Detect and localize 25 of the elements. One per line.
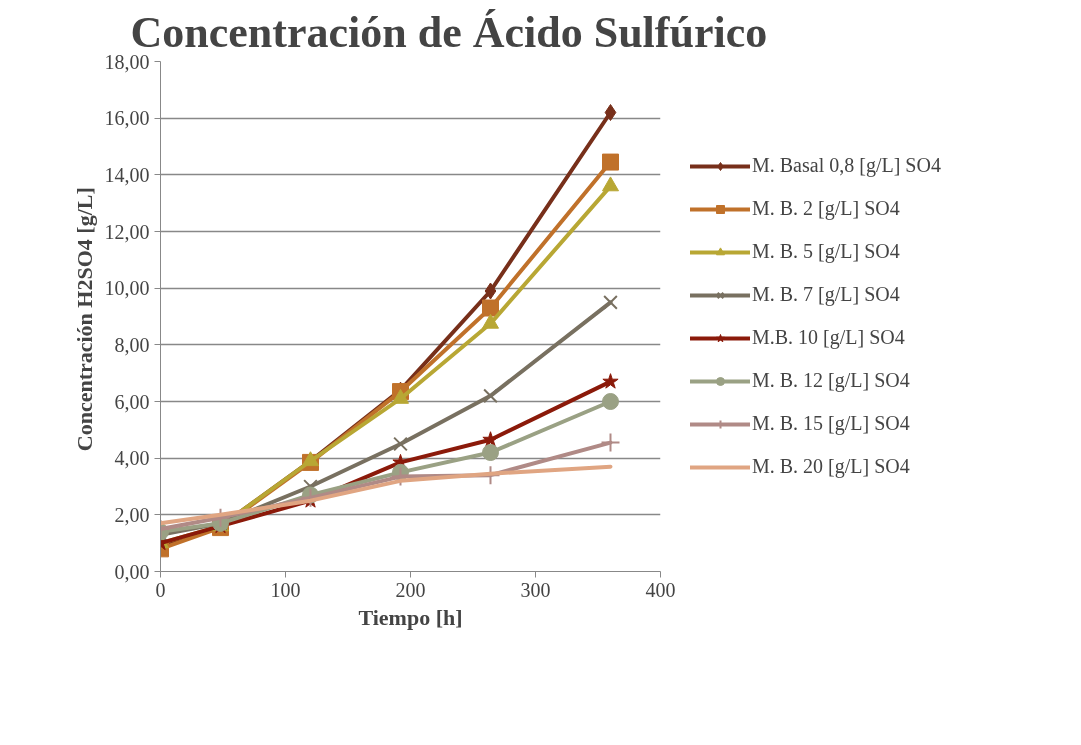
x-axis-title: Tiempo [h] xyxy=(358,604,463,630)
y-tick-label: 18,00 xyxy=(104,50,150,73)
legend-label: M. B. 5 [g/L] SO4 xyxy=(752,240,900,263)
x-tick-label: 300 xyxy=(520,578,551,601)
legend-label: M. B. 20 [g/L] SO4 xyxy=(752,455,910,478)
x-tick-label: 100 xyxy=(270,578,301,601)
y-tick-label: 8,00 xyxy=(114,333,150,356)
y-tick-label: 0,00 xyxy=(114,560,150,583)
x-tick-label: 0 xyxy=(155,578,166,601)
y-tick-label: 4,00 xyxy=(114,447,150,470)
y-tick-label: 6,00 xyxy=(114,390,150,413)
y-tick-label: 14,00 xyxy=(104,163,150,186)
x-tick-label: 400 xyxy=(645,578,676,601)
y-tick-label: 2,00 xyxy=(114,503,150,526)
legend-label: M.B. 10 [g/L] SO4 xyxy=(752,326,905,349)
y-tick-label: 12,00 xyxy=(104,220,150,243)
x-tick-label: 200 xyxy=(395,578,426,601)
legend-label: M. B. 2 [g/L] SO4 xyxy=(752,197,900,220)
legend-label: M. B. 15 [g/L] SO4 xyxy=(752,412,910,435)
legend-label: M. B. 12 [g/L] SO4 xyxy=(752,369,910,392)
y-tick-label: 16,00 xyxy=(104,107,150,130)
y-axis-title: Concentración H2SO4 [g/L] xyxy=(71,187,97,452)
legend-label: M. Basal 0,8 [g/L] SO4 xyxy=(752,154,941,177)
y-tick-label: 10,00 xyxy=(104,277,150,300)
legend-label: M. B. 7 [g/L] SO4 xyxy=(752,283,900,306)
